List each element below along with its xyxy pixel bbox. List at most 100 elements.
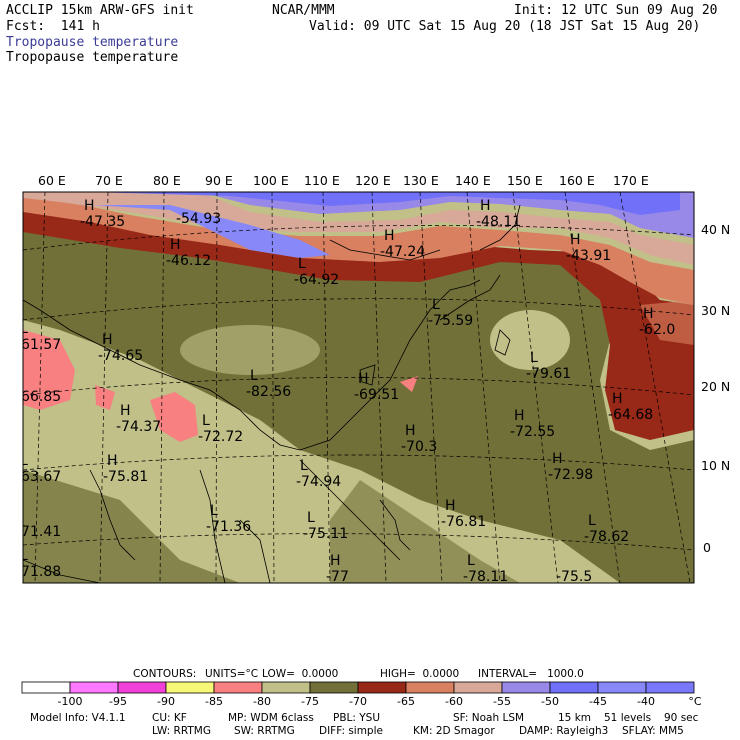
lat-label: 40 N	[701, 222, 730, 237]
extremum-symbol: L	[202, 413, 210, 429]
colorbar-label: -60	[445, 695, 463, 708]
lon-label: 80 E	[153, 173, 181, 188]
sflay-scheme: SFLAY: MM5	[622, 725, 684, 737]
extremum-symbol: H	[643, 306, 654, 322]
extremum-value: -63.67	[16, 469, 61, 485]
model-title: ACCLIP 15km ARW-GFS init	[6, 3, 194, 18]
extremum-symbol: H	[384, 228, 395, 244]
colorbar-swatch	[453, 681, 503, 694]
colorbar-swatch	[597, 681, 647, 694]
extremum-symbol: L	[530, 350, 538, 366]
init-time: Init: 12 UTC Sun 09 Aug 20	[514, 3, 718, 18]
longitude-labels: 60 E 70 E 80 E 90 E 100 E 110 E 120 E 130 E 140 …	[38, 173, 649, 188]
extremum-value: -74.65	[98, 348, 143, 364]
extremum-symbol: H	[330, 553, 341, 569]
extremum-value: -74.94	[296, 474, 341, 490]
extremum-symbol: H	[612, 391, 623, 407]
lw-scheme: LW: RRTMG	[152, 725, 211, 737]
cu-scheme: CU: KF	[152, 712, 187, 724]
extremum-symbol: L	[432, 297, 440, 313]
colorbar-label: -75	[301, 695, 319, 708]
colorbar-swatch	[309, 681, 359, 694]
extremum-value: -48.11	[476, 214, 521, 230]
map-frame	[22, 191, 695, 584]
extremum-symbol: L	[588, 513, 596, 529]
extremum-symbol: L	[307, 510, 315, 526]
colorbar-label: -45	[589, 695, 607, 708]
extremum-value: -74.37	[116, 419, 161, 435]
contours-low: LOW= 0.0000	[262, 668, 339, 680]
colorbar-swatch	[501, 681, 551, 694]
extremum-value: -46.12	[166, 253, 211, 269]
colorbar-label: -80	[253, 695, 271, 708]
extremum-value: -75.11	[303, 526, 348, 542]
colorbar-label: -65	[397, 695, 415, 708]
lon-label: 110 E	[304, 173, 340, 188]
extremum-value: -47.35	[80, 214, 125, 230]
extremum-value: -75.59	[428, 313, 473, 329]
colorbar-swatch	[69, 681, 119, 694]
lon-label: 90 E	[205, 173, 233, 188]
lon-label: 170 E	[613, 173, 649, 188]
lon-label: 150 E	[507, 173, 543, 188]
extremum-value: -77	[326, 569, 349, 585]
colorbar-label: -55	[493, 695, 511, 708]
colorbar-swatch	[21, 681, 71, 694]
colorbar-label: -40	[637, 695, 655, 708]
extremum-symbol: H	[84, 198, 95, 214]
km-scheme: KM: 2D Smagor	[413, 725, 495, 737]
field-title-2: Tropopause temperature	[6, 50, 179, 65]
extremum-value: -43.91	[566, 248, 611, 264]
extremum-value: -70.3	[401, 439, 437, 455]
lon-label: 160 E	[559, 173, 595, 188]
extremum-value: -75.81	[103, 469, 148, 485]
colorbar-label: -85	[205, 695, 223, 708]
extremum-value: -79.61	[526, 366, 571, 382]
lon-label: 130 E	[403, 173, 439, 188]
extremum-value: -54.93	[176, 211, 221, 227]
vertical-levels: 51 levels	[604, 712, 652, 724]
extremum-value: -78.11	[463, 569, 508, 585]
damp-scheme: DAMP: Rayleigh3	[519, 725, 609, 737]
colorbar-swatch	[357, 681, 407, 694]
extrema-markers: H-47.35 -54.93H-46.12 L-64.92H-47.24H-48.1…	[16, 198, 675, 585]
colorbar-swatch	[405, 681, 455, 694]
contours-high: HIGH= 0.0000	[380, 668, 460, 680]
org-label: NCAR/MMM	[272, 3, 335, 18]
extremum-symbol: L	[298, 256, 306, 272]
pbl-scheme: PBL: YSU	[333, 712, 381, 724]
extremum-value: -61.57	[16, 337, 61, 353]
extremum-symbol: L	[20, 321, 28, 337]
extremum-value: -75.5	[556, 569, 592, 585]
extremum-value: -72.72	[198, 429, 243, 445]
lon-label: 70 E	[95, 173, 123, 188]
extremum-value: -69.51	[354, 387, 399, 403]
lat-label: 20 N	[701, 379, 730, 394]
extremum-symbol: L	[250, 368, 258, 384]
extremum-value: -64.92	[294, 272, 339, 288]
extremum-value: -71.41	[16, 524, 61, 540]
extremum-symbol: H	[107, 453, 118, 469]
colorbar-swatch	[117, 681, 167, 694]
colorbar-label: -70	[349, 695, 367, 708]
colorbar-label: -100	[58, 695, 83, 708]
lon-label: 140 E	[455, 173, 491, 188]
mp-scheme: MP: WDM 6class	[228, 712, 314, 724]
extremum-symbol: H	[570, 232, 581, 248]
sw-scheme: SW: RRTMG	[234, 725, 295, 737]
extremum-symbol: H	[514, 408, 525, 424]
colorbar-label: -90	[157, 695, 175, 708]
field-title-1: Tropopause temperature	[6, 35, 179, 50]
extremum-symbol: H	[445, 498, 456, 514]
colorbar-swatch	[213, 681, 263, 694]
extremum-value: -62.0	[639, 322, 675, 338]
colorbar-swatch	[261, 681, 311, 694]
extremum-value: -82.56	[246, 384, 291, 400]
extremum-symbol: L	[20, 453, 28, 469]
valid-time: Valid: 09 UTC Sat 15 Aug 20 (18 JST Sat …	[309, 19, 701, 34]
diff-scheme: DIFF: simple	[319, 725, 383, 737]
extremum-symbol: L	[467, 553, 475, 569]
extremum-value: -72.98	[548, 467, 593, 483]
colorbar-swatch	[165, 681, 215, 694]
